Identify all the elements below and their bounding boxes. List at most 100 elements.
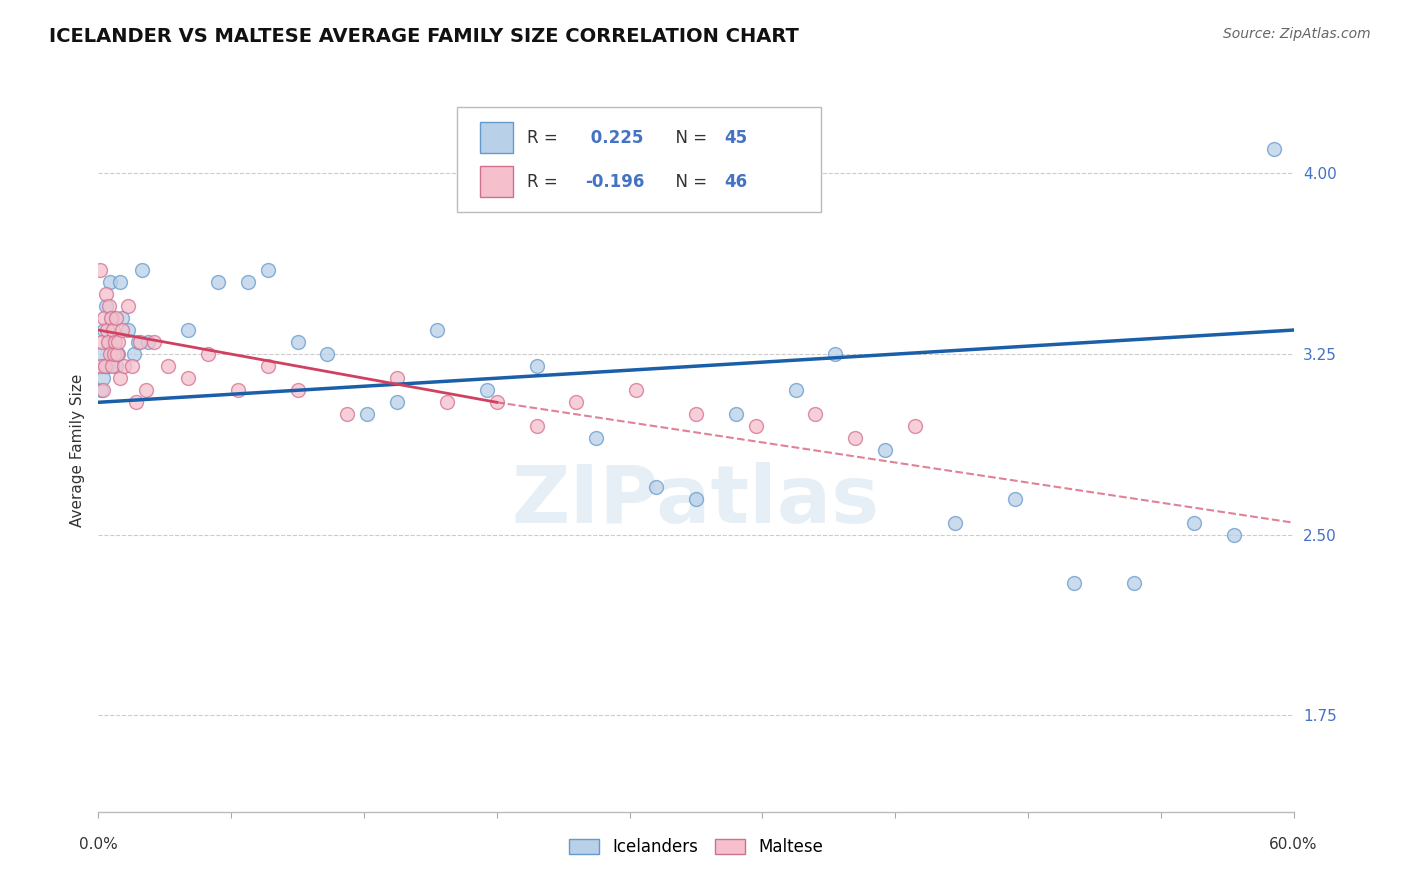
Point xyxy=(475,384,498,398)
Point xyxy=(97,359,120,373)
Point xyxy=(804,407,827,421)
FancyBboxPatch shape xyxy=(479,122,513,153)
Point xyxy=(236,275,259,289)
Point xyxy=(136,334,159,349)
Point xyxy=(226,384,249,398)
Point xyxy=(117,323,139,337)
Text: R =: R = xyxy=(527,172,564,191)
Point xyxy=(107,347,129,361)
Point xyxy=(131,262,153,277)
Point xyxy=(96,299,118,313)
Point xyxy=(91,334,114,349)
Point xyxy=(129,334,152,349)
Point xyxy=(287,384,309,398)
Point xyxy=(875,443,897,458)
Point xyxy=(111,323,134,337)
Text: N =: N = xyxy=(665,128,713,146)
Point xyxy=(135,384,157,398)
Point xyxy=(436,395,458,409)
Text: ICELANDER VS MALTESE AVERAGE FAMILY SIZE CORRELATION CHART: ICELANDER VS MALTESE AVERAGE FAMILY SIZE… xyxy=(49,27,799,45)
Point xyxy=(124,347,146,361)
Point xyxy=(943,516,966,530)
Text: 45: 45 xyxy=(724,128,748,146)
Text: N =: N = xyxy=(665,172,713,191)
Point xyxy=(93,310,115,325)
Text: 46: 46 xyxy=(724,172,748,191)
Point xyxy=(105,359,128,373)
Point xyxy=(585,431,607,445)
Text: 0.0%: 0.0% xyxy=(79,837,118,852)
Point xyxy=(177,323,200,337)
Point xyxy=(117,299,139,313)
Text: Source: ZipAtlas.com: Source: ZipAtlas.com xyxy=(1223,27,1371,41)
Point xyxy=(526,419,548,434)
Point xyxy=(94,359,117,373)
Point xyxy=(745,419,768,434)
Point xyxy=(89,262,111,277)
Point xyxy=(101,310,124,325)
Point xyxy=(316,347,339,361)
Text: R =: R = xyxy=(527,128,564,146)
Point xyxy=(110,275,132,289)
Text: -0.196: -0.196 xyxy=(585,172,644,191)
Point xyxy=(485,395,508,409)
Point xyxy=(177,371,200,385)
Point xyxy=(724,407,747,421)
Point xyxy=(125,395,148,409)
Point xyxy=(93,384,115,398)
Point xyxy=(101,359,124,373)
Point xyxy=(336,407,359,421)
Point xyxy=(105,347,128,361)
Legend: Icelanders, Maltese: Icelanders, Maltese xyxy=(561,830,831,865)
Point xyxy=(103,347,125,361)
Point xyxy=(111,310,134,325)
Point xyxy=(626,384,648,398)
Point xyxy=(197,347,219,361)
Point xyxy=(287,334,309,349)
Point xyxy=(1223,527,1246,541)
Point xyxy=(385,371,409,385)
FancyBboxPatch shape xyxy=(457,107,821,212)
Point xyxy=(1263,142,1285,156)
Point xyxy=(256,262,278,277)
Point xyxy=(98,334,121,349)
Y-axis label: Average Family Size: Average Family Size xyxy=(69,374,84,527)
Point xyxy=(207,275,229,289)
Point xyxy=(90,359,112,373)
Point xyxy=(105,310,128,325)
Point xyxy=(97,334,120,349)
Point xyxy=(356,407,378,421)
Point xyxy=(98,299,121,313)
Point xyxy=(844,431,866,445)
Point xyxy=(121,359,143,373)
Point xyxy=(98,347,122,361)
Point xyxy=(904,419,927,434)
Point xyxy=(1123,576,1146,591)
Point xyxy=(526,359,548,373)
Point xyxy=(685,407,707,421)
Point xyxy=(110,371,132,385)
Point xyxy=(426,323,449,337)
Point xyxy=(98,275,122,289)
FancyBboxPatch shape xyxy=(479,167,513,197)
Point xyxy=(107,334,129,349)
Text: ZIPatlas: ZIPatlas xyxy=(512,462,880,540)
Point xyxy=(90,384,112,398)
Point xyxy=(1063,576,1085,591)
Point xyxy=(93,323,115,337)
Text: 0.225: 0.225 xyxy=(585,128,643,146)
Point xyxy=(112,359,135,373)
Point xyxy=(91,347,114,361)
Point xyxy=(1004,491,1026,506)
Point xyxy=(685,491,707,506)
Point xyxy=(785,384,807,398)
Point xyxy=(93,371,115,385)
Text: 60.0%: 60.0% xyxy=(1270,837,1317,852)
Point xyxy=(94,359,117,373)
Point xyxy=(157,359,180,373)
Point xyxy=(103,323,125,337)
Point xyxy=(103,334,125,349)
Point xyxy=(96,323,118,337)
Point xyxy=(645,479,668,493)
Point xyxy=(256,359,278,373)
